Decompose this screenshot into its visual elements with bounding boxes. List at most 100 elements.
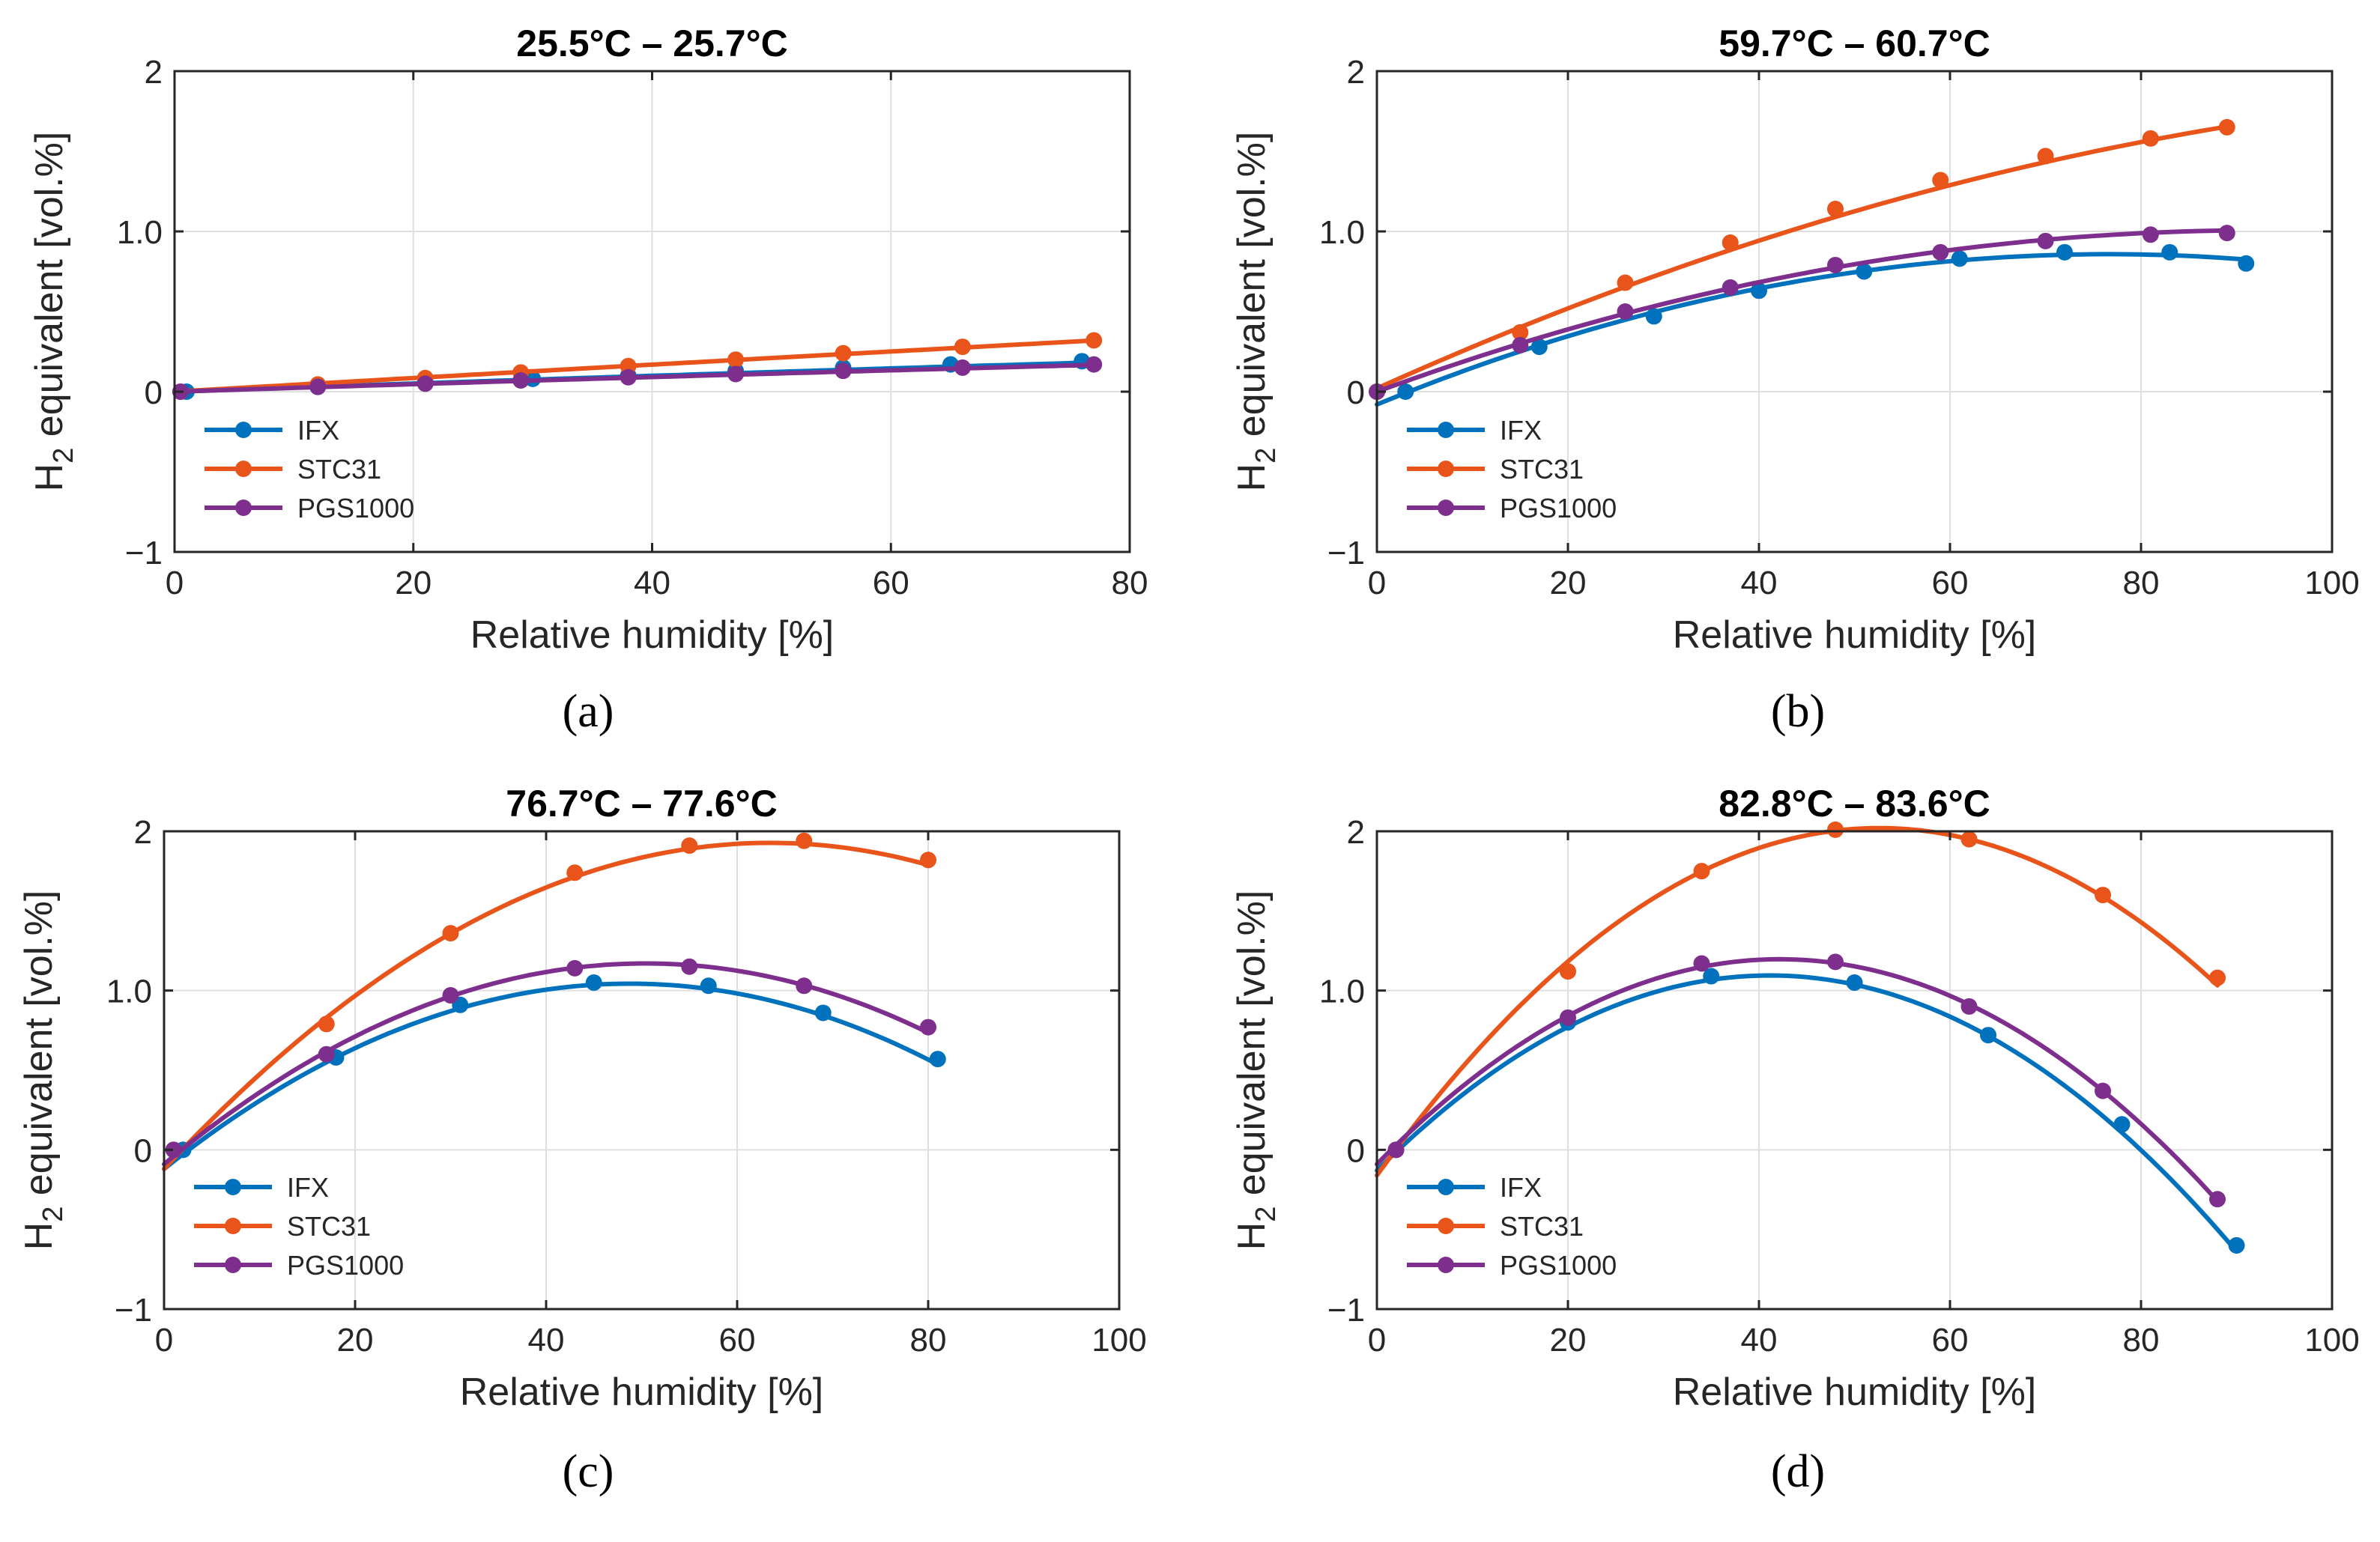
data-point-ifx (814, 1004, 832, 1022)
y-tick-label: −1 (125, 535, 163, 571)
data-point-ifx (2238, 255, 2255, 272)
data-point-stc31 (1932, 171, 1949, 189)
chart-title: 25.5°C – 25.7°C (516, 22, 787, 64)
x-tick-label: 60 (719, 1322, 756, 1359)
legend-label-stc31: STC31 (287, 1211, 371, 1242)
y-axis-label-subscript: 2 (48, 448, 79, 464)
data-point-stc31 (1512, 324, 1529, 341)
y-axis-label-rest: equivalent [vol.%] (17, 890, 61, 1206)
x-tick-label: 60 (873, 565, 909, 601)
data-point-pgs1000 (1693, 955, 1710, 972)
legend-marker-ifx (1438, 422, 1454, 438)
x-tick-label: 60 (1932, 1322, 1969, 1359)
x-tick-label: 80 (2123, 565, 2160, 601)
x-tick-label: 40 (528, 1322, 565, 1359)
data-point-stc31 (1617, 274, 1634, 291)
data-point-stc31 (442, 925, 459, 942)
data-point-pgs1000 (1960, 998, 1978, 1015)
data-point-stc31 (2218, 118, 2235, 136)
axes-frame (163, 830, 1121, 1311)
data-point-pgs1000 (2218, 225, 2235, 242)
legend-marker-pgs1000 (1438, 500, 1454, 516)
x-tick-label: 20 (1550, 565, 1587, 601)
data-point-ifx (2161, 243, 2178, 261)
chart-title: 76.7°C – 77.6°C (506, 783, 777, 825)
y-axis-label: H2 equivalent [vol.%] (1230, 890, 1282, 1251)
y-axis-label-rest: equivalent [vol.%] (1230, 132, 1274, 448)
y-tick-label: 1.0 (117, 214, 163, 251)
data-point-stc31 (1722, 234, 1739, 251)
legend-label-stc31: STC31 (1500, 454, 1584, 485)
y-axis-label-main: H (1230, 464, 1274, 492)
y-axis-label: H2 equivalent [vol.%] (17, 890, 69, 1251)
data-point-ifx (929, 1051, 946, 1068)
x-tick-label: 80 (1112, 565, 1148, 601)
legend-label-ifx: IFX (297, 415, 339, 446)
legend-marker-stc31 (1438, 1218, 1454, 1234)
data-point-ifx (1703, 968, 1720, 985)
data-point-pgs1000 (442, 987, 459, 1004)
data-point-stc31 (2095, 887, 2111, 904)
data-point-pgs1000 (620, 368, 637, 386)
panel-label: (c) (563, 1446, 614, 1497)
x-axis-label: Relative humidity [%] (1673, 613, 2037, 657)
y-tick-label: −1 (115, 1292, 152, 1329)
data-point-ifx (700, 977, 717, 995)
data-point-stc31 (2142, 130, 2159, 147)
x-axis-label: Relative humidity [%] (460, 1371, 824, 1414)
data-point-stc31 (796, 832, 813, 849)
y-axis-label-rest: equivalent [vol.%] (28, 132, 71, 448)
y-tick-label: 2 (145, 54, 163, 91)
series-line-ifx (1375, 973, 2239, 1254)
data-point-stc31 (566, 864, 584, 881)
legend-marker-ifx (1438, 1179, 1454, 1195)
data-point-ifx (1980, 1027, 1996, 1044)
data-point-stc31 (1085, 332, 1103, 349)
plot-area (1377, 831, 2332, 1309)
x-tick-label: 60 (1932, 565, 1969, 601)
data-point-pgs1000 (512, 372, 530, 389)
panel-label: (a) (563, 686, 614, 737)
y-tick-label: −1 (1327, 1292, 1365, 1329)
x-tick-label: 100 (2304, 1322, 2359, 1359)
data-point-pgs1000 (727, 365, 745, 383)
chart-title: 82.8°C – 83.6°C (1719, 783, 1990, 825)
data-point-stc31 (2037, 148, 2054, 165)
y-tick-label: 2 (1347, 54, 1365, 91)
data-point-stc31 (920, 852, 936, 869)
data-point-pgs1000 (1827, 953, 1844, 971)
panel-label: (d) (1771, 1446, 1825, 1497)
data-point-pgs1000 (309, 378, 327, 395)
data-point-pgs1000 (2037, 232, 2054, 249)
legend-label-pgs1000: PGS1000 (287, 1250, 404, 1281)
legend-label-pgs1000: PGS1000 (1500, 1250, 1617, 1281)
axes-frame (1375, 70, 2334, 553)
series-line-stc31 (1375, 825, 2220, 1178)
x-tick-label: 0 (155, 1322, 173, 1359)
legend-label-stc31: STC31 (1500, 1211, 1584, 1242)
x-tick-label: 0 (166, 565, 184, 601)
data-point-pgs1000 (681, 958, 698, 975)
y-axis-label-main: H (17, 1222, 61, 1251)
legend-label-ifx: IFX (1500, 415, 1542, 446)
data-point-stc31 (1560, 963, 1576, 980)
data-point-ifx (1846, 974, 1863, 992)
x-tick-label: 20 (337, 1322, 374, 1359)
data-point-stc31 (681, 837, 698, 855)
series-line-ifx (162, 981, 940, 1171)
data-point-pgs1000 (566, 959, 584, 977)
x-tick-label: 20 (1550, 1322, 1587, 1359)
legend-marker-ifx (235, 422, 252, 438)
data-point-pgs1000 (954, 359, 971, 376)
y-tick-label: 1.0 (1319, 974, 1365, 1010)
legend-label-stc31: STC31 (297, 454, 381, 485)
data-point-stc31 (1827, 821, 1844, 838)
legend-marker-stc31 (1438, 461, 1454, 477)
y-tick-label: 0 (134, 1132, 152, 1169)
data-point-stc31 (1960, 831, 1978, 848)
y-tick-label: 0 (1347, 374, 1365, 411)
data-point-pgs1000 (1722, 279, 1739, 296)
y-tick-label: 1.0 (1319, 214, 1365, 251)
